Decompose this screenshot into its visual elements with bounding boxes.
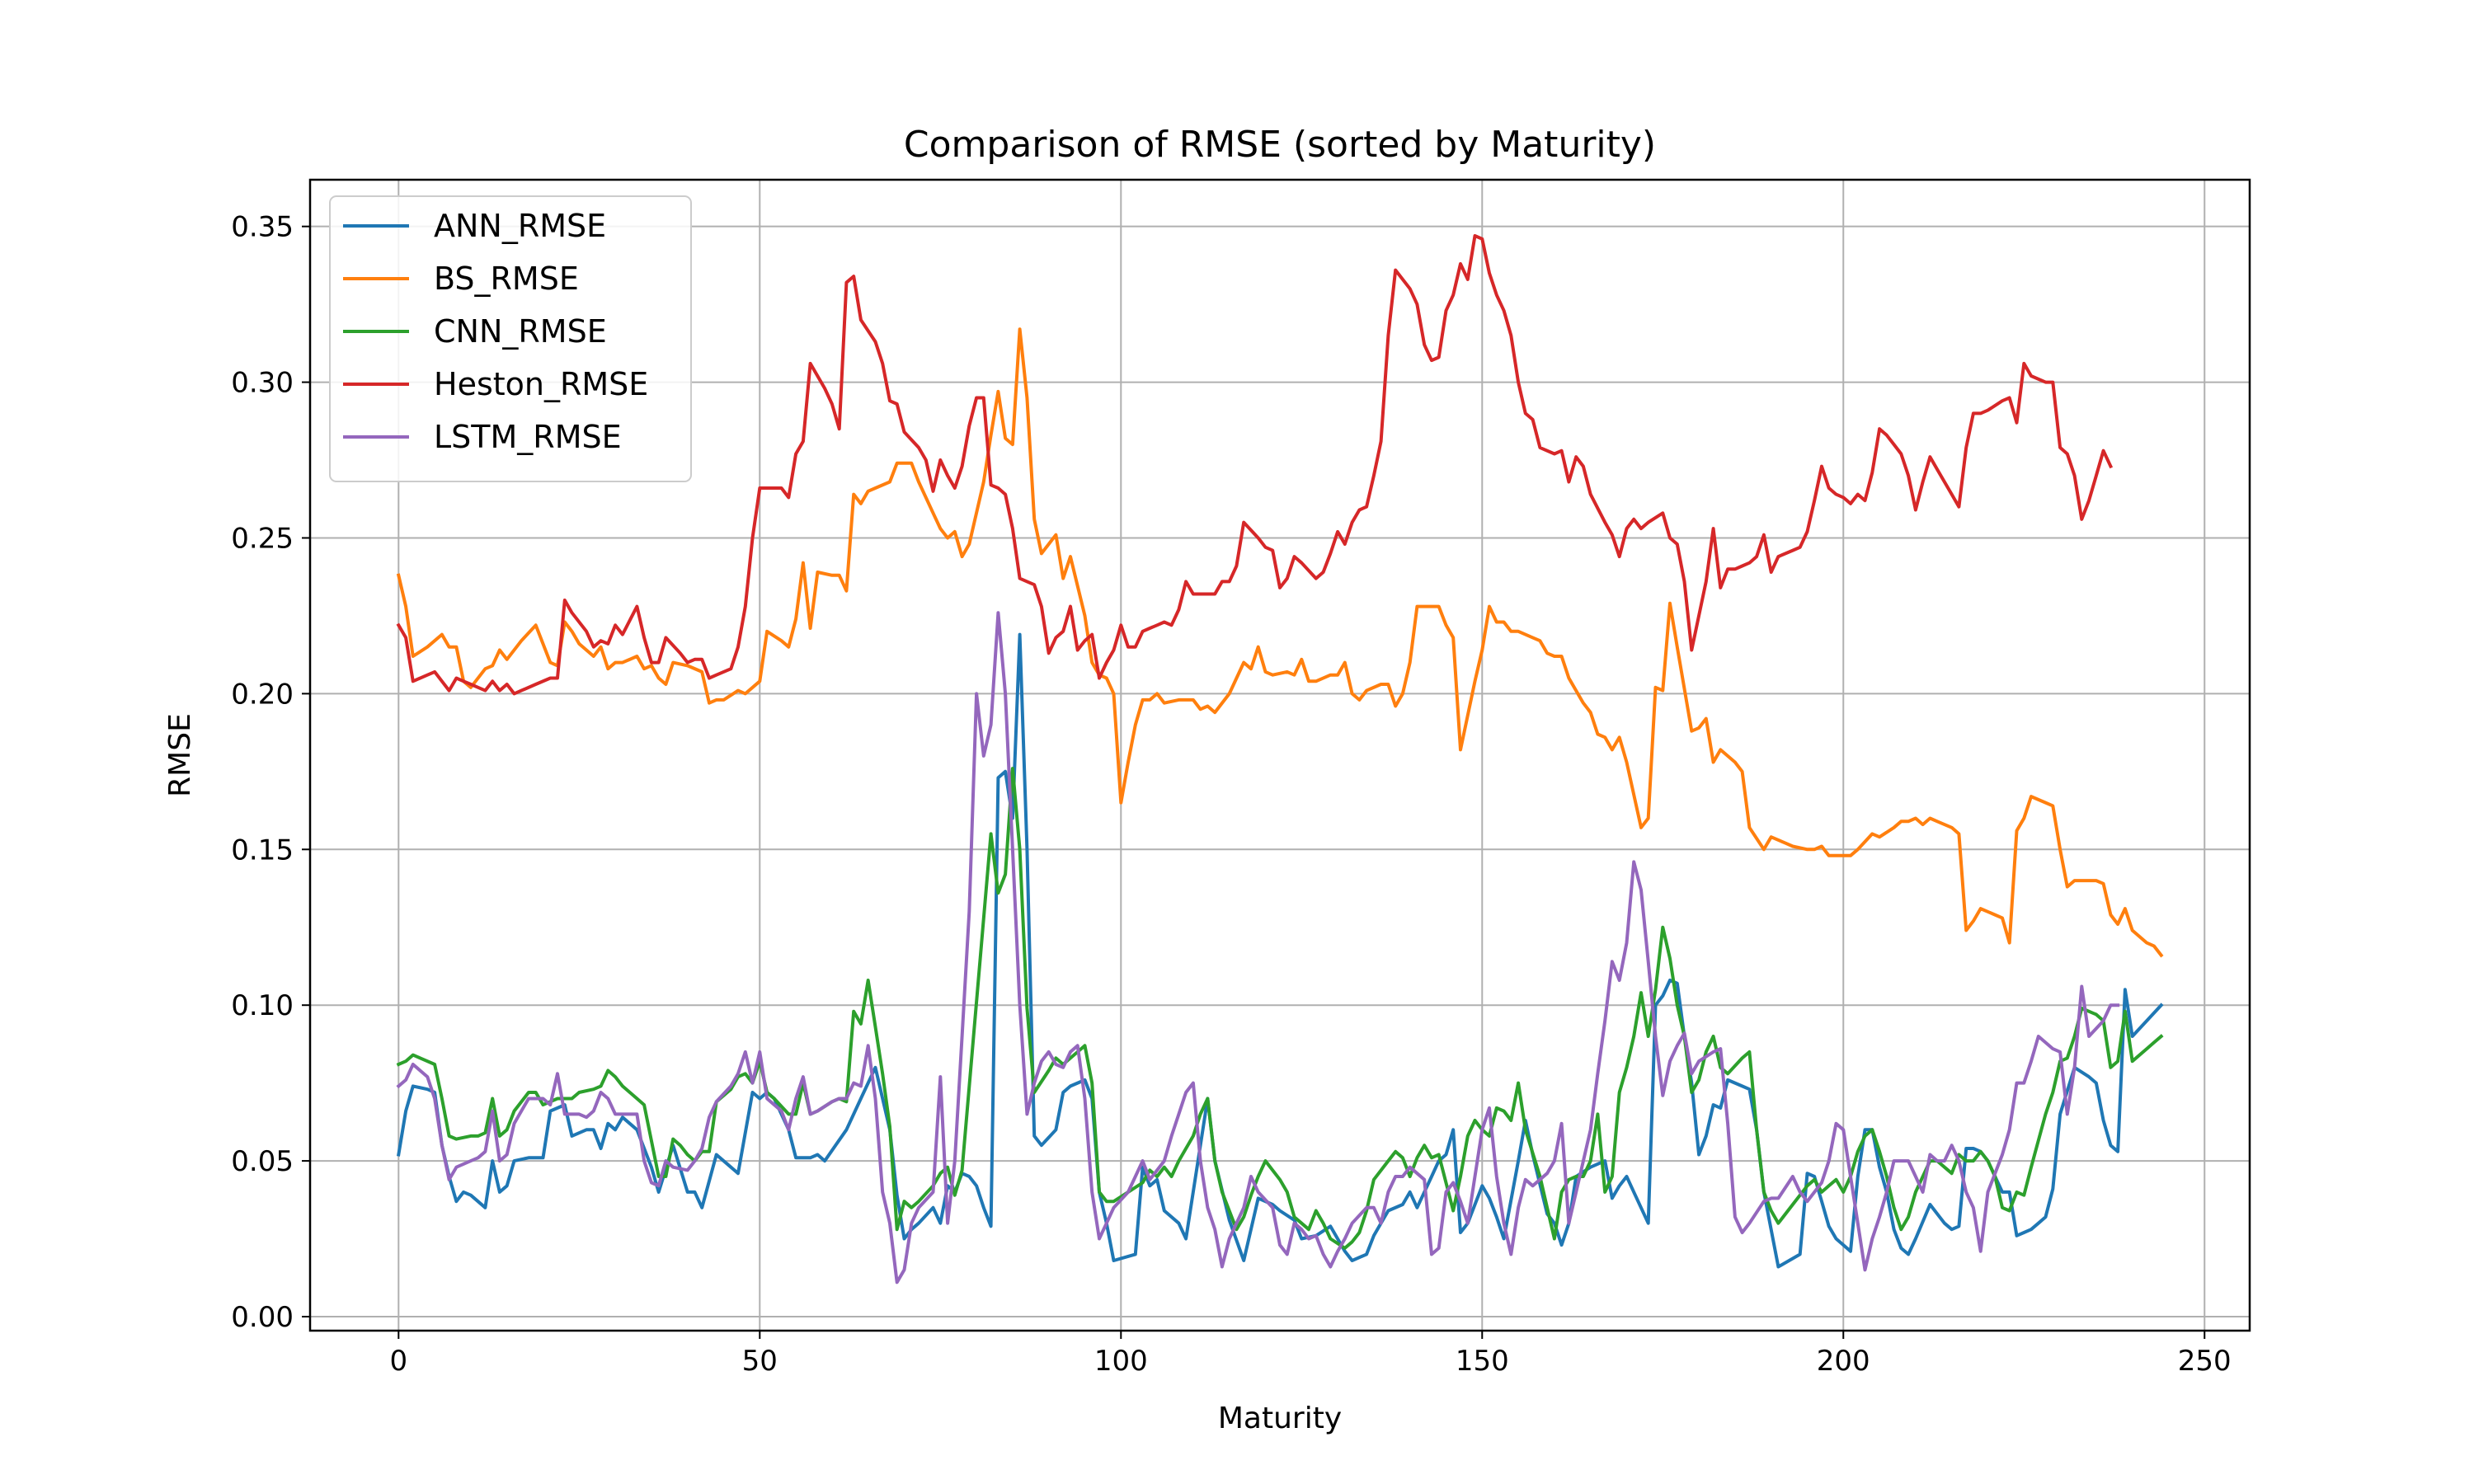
y-tick-label: 0.10 <box>231 989 294 1022</box>
x-tick-label: 0 <box>389 1345 407 1378</box>
series-line-bs-rmse <box>396 327 2164 958</box>
series-line-cnn-rmse <box>396 767 2164 1250</box>
y-tick-label: 0.05 <box>231 1145 294 1178</box>
x-tick-label: 50 <box>742 1345 778 1378</box>
legend-label: CNN_RMSE <box>434 313 607 350</box>
series-lines <box>396 234 2164 1284</box>
y-axis-label: RMSE <box>163 713 197 797</box>
y-tick-label: 0.35 <box>231 211 294 244</box>
legend-label: Heston_RMSE <box>434 366 648 402</box>
y-tick-label: 0.20 <box>231 678 294 711</box>
x-tick-label: 200 <box>1817 1345 1870 1378</box>
series-line-lstm-rmse <box>396 611 2120 1284</box>
y-tick-label: 0.15 <box>231 834 294 866</box>
x-axis-label: Maturity <box>1218 1402 1342 1435</box>
y-tick-label: 0.30 <box>231 367 294 400</box>
x-tick-label: 150 <box>1456 1345 1509 1378</box>
x-tick-label: 100 <box>1094 1345 1148 1378</box>
legend-label: BS_RMSE <box>434 261 579 297</box>
legend-label: LSTM_RMSE <box>434 419 622 455</box>
y-tick-label: 0.00 <box>231 1301 294 1334</box>
legend: ANN_RMSE BS_RMSE CNN_RMSE Heston_RMSE LSTM_R… <box>329 195 692 482</box>
series-line-heston-rmse <box>396 234 2114 696</box>
legend-label: ANN_RMSE <box>434 208 606 244</box>
series-line-ann-rmse <box>396 632 2164 1269</box>
axis-ticks: 0 50 100 150 200 250 0.00 0.05 0.10 0.15 0.20 0.25 0… <box>231 211 2231 1378</box>
y-tick-label: 0.25 <box>231 522 294 555</box>
chart-title: Comparison of RMSE (sorted by Maturity) <box>904 124 1656 166</box>
x-tick-label: 250 <box>2178 1345 2232 1378</box>
grid <box>310 180 2250 1331</box>
plot-area-frame <box>308 178 2251 1332</box>
legend-box <box>329 195 692 482</box>
